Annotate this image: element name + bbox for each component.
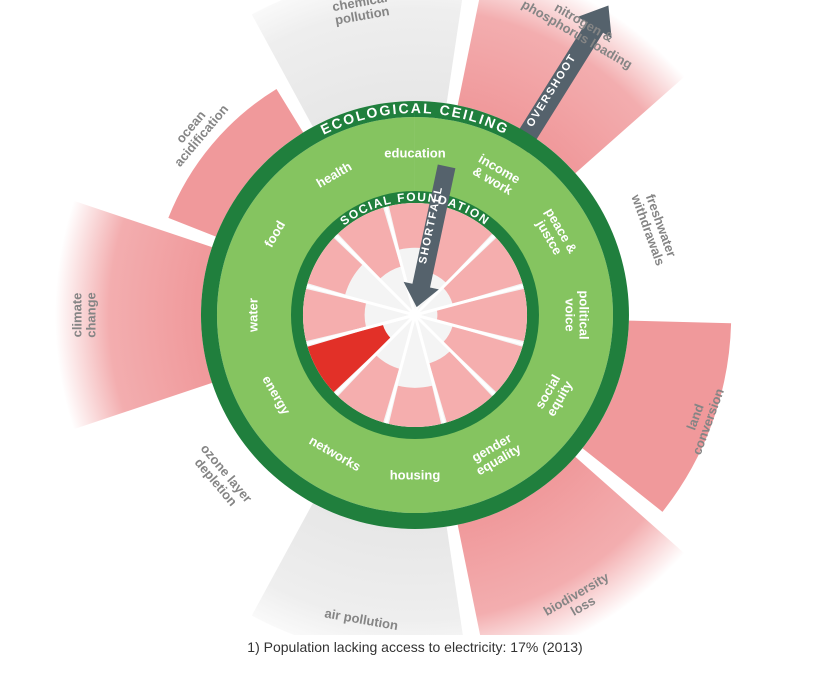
shortfall-wedge xyxy=(389,386,441,427)
doughnut-economics-chart: OVERSHOOTSHORTFALLECOLOGICAL CEILINGSOCI… xyxy=(0,0,830,635)
svg-text:education: education xyxy=(384,145,445,160)
segment-label: climatechange xyxy=(70,292,99,338)
segment-label: education xyxy=(384,145,445,160)
segment-label: freshwaterwithdrawals xyxy=(628,187,681,268)
svg-text:water: water xyxy=(245,298,260,333)
caption: 1) Population lacking access to electric… xyxy=(0,635,830,655)
svg-text:housing: housing xyxy=(390,467,441,482)
shortfall-wedges xyxy=(303,203,527,427)
segment-label: housing xyxy=(390,467,441,482)
doughnut-svg: OVERSHOOTSHORTFALLECOLOGICAL CEILINGSOCI… xyxy=(0,0,830,635)
segment-label: water xyxy=(245,298,260,333)
segment-label: ozone layerdepletion xyxy=(187,441,255,514)
svg-text:voice: voice xyxy=(563,298,578,331)
svg-text:change: change xyxy=(83,292,98,338)
